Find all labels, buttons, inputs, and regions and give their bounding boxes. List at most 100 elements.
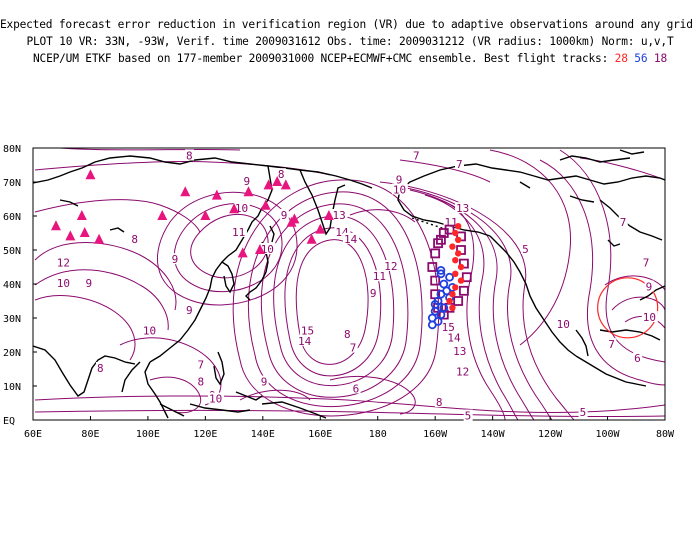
- contour-label: 5: [522, 243, 529, 256]
- contour-label: 10: [643, 311, 656, 324]
- contour-label: 9: [261, 376, 268, 389]
- contour-label-bg: [230, 226, 247, 237]
- contour-label-bg: [434, 396, 444, 407]
- sonde-triangle: [229, 203, 240, 214]
- contour-label: 11: [373, 270, 386, 283]
- lon-label: 80W: [656, 429, 675, 440]
- contour-label: 12: [57, 257, 70, 270]
- contour-label-bg: [633, 351, 643, 363]
- blue-track-point: [436, 265, 446, 275]
- contour-label: 14: [344, 233, 358, 246]
- contour-label-bg: [55, 277, 72, 288]
- contour-label-bg: [279, 209, 289, 220]
- contour-label-bg: [170, 253, 180, 265]
- latitude-axis-labels: 80N 70N 60N 50N 40N 30N 20N 10N EQ: [3, 144, 21, 427]
- contour-label: 14: [298, 335, 312, 348]
- contour-label-bg: [383, 260, 400, 271]
- contour-label: 5: [465, 410, 472, 423]
- header-line-3: NCEP/UM ETKF based on 177-member 2009031…: [0, 52, 700, 66]
- contour-label: 7: [643, 257, 650, 270]
- coastlines: [33, 149, 665, 419]
- purple-track-point: [459, 285, 469, 296]
- purple-track-point: [433, 238, 443, 249]
- purple-track-point: [430, 275, 441, 286]
- contour-label: 13: [333, 209, 346, 222]
- contour-label: 10: [209, 393, 222, 406]
- contour-label: 7: [350, 342, 357, 355]
- lon-label: 100W: [595, 429, 620, 440]
- axis-ticks: [32, 147, 666, 421]
- blue-track-point: [430, 299, 440, 309]
- contour-label-bg: [578, 406, 588, 418]
- contour-label-bg: [521, 243, 531, 254]
- contour-label-bg: [84, 277, 94, 288]
- contour-label-bg: [334, 226, 351, 237]
- lon-label: 80E: [81, 429, 99, 440]
- contour-label-bg: [242, 175, 252, 186]
- blue-track-point: [427, 320, 437, 330]
- contour-label: 7: [456, 158, 463, 171]
- header-ensemble-info: NCEP/UM ETKF based on 177-member 2009031…: [33, 52, 615, 65]
- contour-label-bg: [276, 168, 286, 180]
- contour-label: 6: [634, 352, 641, 365]
- contour-label-bg: [299, 324, 316, 336]
- contour-label: 11: [232, 226, 245, 239]
- sonde-triangle: [280, 179, 291, 190]
- contour-label-bg: [446, 331, 463, 343]
- lon-label: 100E: [136, 429, 160, 440]
- contour-label: 9: [172, 253, 179, 266]
- lat-label: 50N: [3, 246, 21, 257]
- sonde-triangle: [306, 233, 317, 244]
- sonde-triangle: [211, 189, 222, 200]
- contour-label: 9: [281, 209, 288, 222]
- contour-label-bg: [368, 287, 378, 299]
- contour-label: 12: [456, 365, 469, 378]
- red-track-point: [449, 243, 456, 250]
- lat-label: 80N: [3, 144, 21, 155]
- contour-label-bg: [185, 149, 194, 161]
- track-red-label: 28: [614, 52, 628, 65]
- sonde-triangle: [272, 176, 283, 186]
- header-line-1: Expected forecast error reduction in ver…: [0, 18, 700, 32]
- contour-label-bg: [233, 202, 250, 214]
- blue-track-point: [445, 272, 454, 282]
- sonde-triangle: [180, 186, 191, 197]
- flight-tracks: [427, 223, 472, 330]
- red-track-point: [449, 304, 456, 311]
- contour-label: 10: [57, 277, 70, 290]
- contour-label-bg: [391, 183, 408, 195]
- contour-label: 8: [97, 362, 104, 375]
- contour-label-bg: [95, 362, 105, 373]
- header-title: Expected forecast error reduction in ver…: [0, 18, 700, 31]
- red-track-point: [452, 270, 459, 277]
- lat-label: 30N: [3, 314, 21, 325]
- contour-label-bg: [331, 209, 348, 220]
- contour-label-bg: [455, 202, 472, 214]
- contour-label-bg: [411, 149, 421, 161]
- lon-label: 120E: [193, 429, 217, 440]
- sonde-triangle: [286, 216, 297, 227]
- contour-label-bg: [348, 341, 358, 353]
- header-line-2: PLOT 10 VR: 33N, -93W, Verif. time 20090…: [0, 35, 700, 49]
- contour-label: 8: [436, 396, 443, 409]
- contour-label: 6: [353, 382, 360, 395]
- contour-label: 5: [580, 406, 587, 419]
- contour-label: 8: [344, 328, 351, 341]
- contour-label-bg: [607, 338, 617, 350]
- sonde-triangle: [323, 210, 334, 220]
- purple-track-point: [438, 228, 449, 238]
- contour-label: 13: [456, 202, 469, 215]
- contour-label: 12: [384, 260, 397, 273]
- red-track-point: [454, 223, 462, 230]
- contour-label-bg: [259, 375, 269, 387]
- plot-area: [33, 148, 665, 420]
- red-track-point: [457, 277, 465, 284]
- lon-label: 140E: [251, 429, 275, 440]
- contour-label-bg: [455, 365, 472, 377]
- purple-track-point: [430, 248, 441, 259]
- contour-label-bg: [641, 256, 651, 268]
- contour-label: 15: [442, 321, 455, 334]
- contour-label-bg: [141, 324, 158, 336]
